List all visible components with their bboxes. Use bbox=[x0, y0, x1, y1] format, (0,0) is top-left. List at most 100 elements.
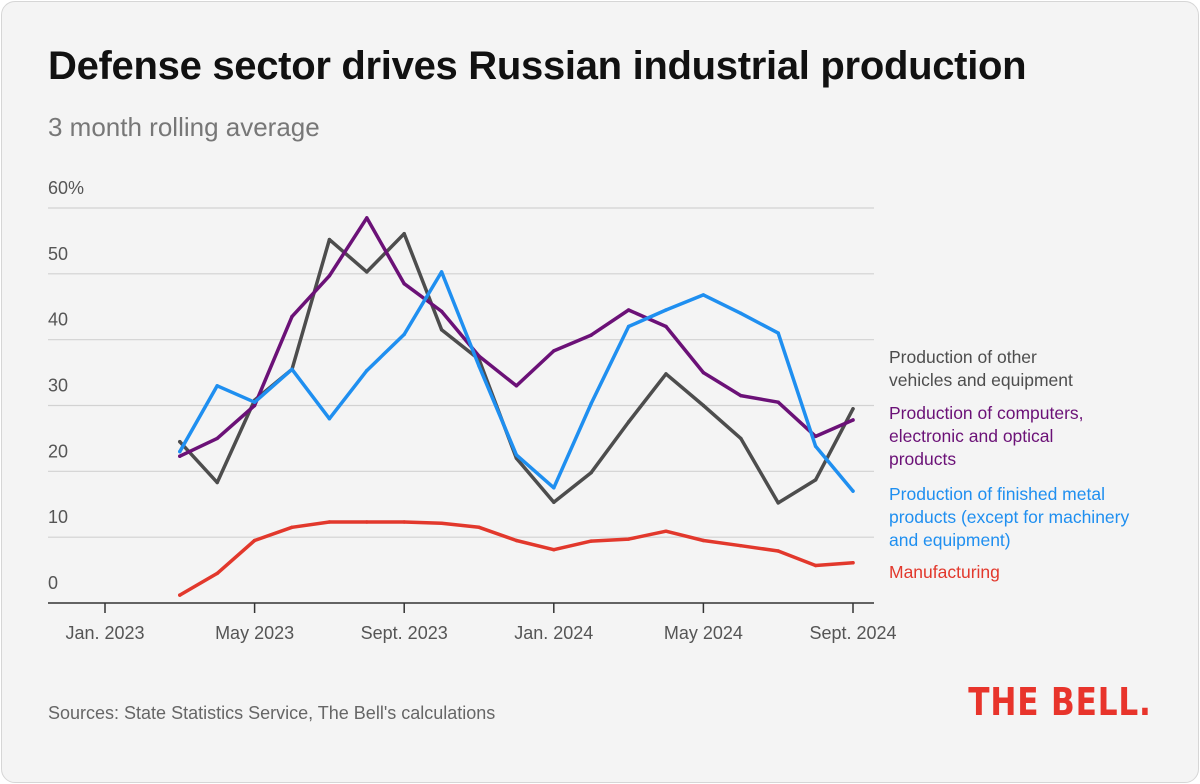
data-point bbox=[851, 561, 855, 565]
data-point bbox=[664, 529, 668, 533]
data-point bbox=[477, 364, 481, 368]
data-point bbox=[589, 470, 593, 475]
data-point bbox=[664, 372, 668, 376]
y-tick-label: 0 bbox=[48, 573, 58, 593]
data-point bbox=[439, 521, 444, 525]
data-point bbox=[402, 282, 406, 286]
data-point bbox=[701, 538, 706, 543]
data-point bbox=[178, 454, 182, 458]
data-point bbox=[402, 332, 406, 337]
data-point bbox=[327, 237, 332, 242]
data-point bbox=[514, 384, 519, 388]
data-point bbox=[851, 418, 855, 422]
data-point bbox=[477, 525, 481, 529]
data-point bbox=[215, 571, 219, 576]
data-point bbox=[589, 539, 593, 543]
data-point bbox=[851, 489, 855, 493]
data-point bbox=[439, 328, 444, 332]
data-point bbox=[402, 232, 406, 236]
chart-title: Defense sector drives Russian industrial… bbox=[48, 44, 1027, 88]
data-point bbox=[477, 354, 481, 358]
data-point bbox=[776, 549, 780, 553]
data-point bbox=[739, 544, 743, 548]
data-point bbox=[252, 403, 257, 408]
data-point bbox=[178, 593, 182, 597]
x-tick-label: Jan. 2023 bbox=[65, 623, 144, 643]
gridlines bbox=[48, 207, 874, 538]
x-axis: Jan. 2023 May 2023 Sept. 2023 Jan. 2024 May … bbox=[48, 602, 897, 643]
data-point bbox=[514, 538, 519, 543]
data-point bbox=[327, 520, 332, 524]
y-tick-label: 50 bbox=[48, 244, 68, 264]
series-label-2: Production of computers, electronic and o… bbox=[889, 403, 1084, 469]
data-point bbox=[776, 400, 780, 404]
data-point bbox=[552, 548, 556, 552]
data-point bbox=[701, 293, 706, 297]
data-point bbox=[439, 309, 444, 314]
data-point bbox=[701, 370, 706, 375]
data-point bbox=[552, 349, 556, 353]
data-point bbox=[365, 216, 369, 220]
data-point bbox=[552, 500, 556, 504]
series-lines bbox=[178, 216, 855, 597]
data-point bbox=[365, 270, 369, 274]
series-label-4: Manufacturing bbox=[889, 562, 1000, 582]
data-point bbox=[626, 420, 631, 424]
data-point bbox=[739, 393, 743, 398]
y-tick-label: 30 bbox=[48, 376, 68, 396]
data-point bbox=[514, 453, 519, 457]
brand-logo: THE BELL. bbox=[968, 680, 1152, 724]
data-point bbox=[776, 331, 780, 335]
data-point bbox=[589, 333, 593, 337]
source-note: Sources: State Statistics Service, The B… bbox=[48, 703, 496, 723]
data-point bbox=[327, 417, 332, 421]
data-point bbox=[252, 400, 257, 404]
data-point bbox=[813, 444, 818, 448]
data-point bbox=[813, 563, 818, 568]
data-point bbox=[402, 520, 406, 524]
x-tick-label: Jan. 2024 bbox=[514, 623, 593, 643]
data-point bbox=[626, 537, 631, 541]
data-point bbox=[290, 314, 294, 319]
data-point bbox=[739, 436, 743, 441]
y-tick-label: 40 bbox=[48, 310, 68, 330]
data-point bbox=[589, 401, 593, 406]
data-point bbox=[215, 480, 219, 485]
chart-subtitle: 3 month rolling average bbox=[48, 112, 320, 142]
data-point bbox=[813, 478, 818, 482]
data-point bbox=[178, 440, 182, 444]
data-point bbox=[290, 367, 294, 371]
data-point bbox=[215, 436, 219, 441]
y-tick-label: 60% bbox=[48, 178, 84, 198]
data-point bbox=[626, 308, 631, 312]
series-line-2 bbox=[178, 216, 855, 458]
data-point bbox=[178, 449, 182, 454]
data-point bbox=[701, 403, 706, 408]
x-tick-label: May 2024 bbox=[664, 623, 743, 643]
y-tick-label: 20 bbox=[48, 441, 68, 461]
x-tick-label: Sept. 2024 bbox=[809, 623, 896, 643]
series-label-1: Production of other vehicles and equipmen… bbox=[889, 347, 1073, 390]
data-point bbox=[365, 520, 369, 524]
data-point bbox=[552, 486, 556, 490]
data-point bbox=[252, 538, 257, 543]
x-tick-label: May 2023 bbox=[215, 623, 294, 643]
data-point bbox=[290, 525, 294, 529]
series-line-4 bbox=[178, 520, 855, 597]
x-tick-label: Sept. 2023 bbox=[361, 623, 448, 643]
data-point bbox=[439, 270, 444, 274]
data-point bbox=[664, 308, 668, 312]
data-point bbox=[851, 407, 855, 411]
y-axis-ticks: 0 10 20 30 40 50 60% bbox=[48, 178, 84, 593]
data-point bbox=[327, 274, 332, 278]
y-tick-label: 10 bbox=[48, 507, 68, 527]
series-label-3: Production of finished metal products (ex… bbox=[889, 484, 1129, 550]
data-point bbox=[739, 311, 743, 315]
data-point bbox=[813, 434, 818, 439]
data-point bbox=[626, 324, 631, 329]
data-point bbox=[215, 384, 219, 388]
data-point bbox=[776, 501, 780, 505]
data-point bbox=[664, 324, 668, 329]
